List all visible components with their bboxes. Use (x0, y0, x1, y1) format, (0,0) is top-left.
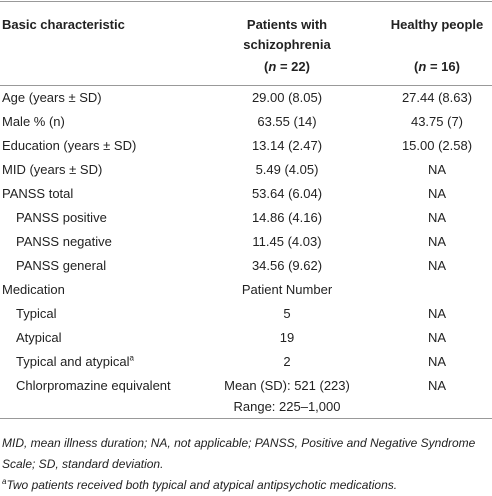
footnote-marker: a (129, 353, 134, 363)
table-row: Age (years ± SD) 29.00 (8.05) 27.44 (8.63) (0, 86, 492, 111)
row-label: PANSS general (0, 254, 192, 278)
footnotes: MID, mean illness duration; NA, not appl… (2, 433, 490, 496)
patients-cell: 14.86 (4.16) (251, 210, 323, 225)
healthy-cell: 43.75 (7) (410, 114, 464, 129)
patients-cell: 19 (279, 330, 295, 345)
header-text: Patients with (246, 17, 328, 32)
healthy-cell: 15.00 (2.58) (401, 138, 473, 153)
table-row: Chlorpromazine equivalent Mean (SD): 521 … (0, 374, 492, 398)
header-var: n (268, 59, 277, 74)
healthy-cell: NA (427, 258, 447, 273)
healthy-cell (382, 278, 492, 302)
row-label: Typical (0, 302, 192, 326)
patients-cell: 13.14 (2.47) (251, 138, 323, 153)
header-row: (n = 22) (n = 16) (0, 55, 492, 86)
row-label: PANSS positive (0, 206, 192, 230)
table-row: Male % (n) 63.55 (14) 43.75 (7) (0, 110, 492, 134)
patients-cell: 63.55 (14) (257, 114, 317, 129)
table: Basic characteristic Patients with schizo… (0, 1, 492, 419)
header-cell: Patients with schizophrenia (192, 1, 382, 55)
table-row: MID (years ± SD) 5.49 (4.05) NA (0, 158, 492, 182)
table-row: Typical and atypicala 2 NA (0, 350, 492, 374)
row-label: PANSS negative (0, 230, 192, 254)
label-text: Typical (16, 306, 57, 321)
table-row: PANSS general 34.56 (9.62) NA (0, 254, 492, 278)
healthy-cell (382, 398, 492, 419)
row-label: Typical and atypicala (0, 350, 192, 374)
table-row: PANSS positive 14.86 (4.16) NA (0, 206, 492, 230)
label-text: Typical and atypical (16, 354, 130, 369)
header-text: ( (264, 59, 269, 74)
patients-cell: 53.64 (6.04) (251, 186, 323, 201)
label-text: Atypical (16, 330, 62, 345)
row-label: Education (years ± SD) (0, 134, 192, 158)
healthy-cell: NA (427, 162, 447, 177)
label-text: Chlorpromazine equivalent (16, 378, 171, 393)
table-row: Range: 225–1,000 (0, 398, 492, 419)
healthy-cell: NA (427, 330, 447, 345)
header-cell: (n = 22) (192, 55, 382, 86)
row-label: Male % (n) (0, 110, 192, 134)
healthy-cell: NA (427, 186, 447, 201)
header-cell: (n = 16) (382, 55, 492, 86)
patients-cell: Patient Number (241, 282, 333, 297)
healthy-cell: NA (427, 378, 447, 393)
row-label: Chlorpromazine equivalent (0, 374, 192, 398)
label-text: Medication (2, 282, 65, 297)
row-label: Age (years ± SD) (0, 86, 192, 111)
header-text: = 16) (426, 59, 460, 74)
patients-cell: 29.00 (8.05) (251, 90, 323, 105)
header-text: = 22) (276, 59, 310, 74)
patients-cell: 5.49 (4.05) (255, 162, 319, 177)
row-label: MID (years ± SD) (0, 158, 192, 182)
row-label: PANSS total (0, 182, 192, 206)
table-row: Typical 5 NA (0, 302, 492, 326)
patients-cell: Mean (SD): 521 (223) (224, 378, 350, 393)
footnote-text: Two patients received both typical and a… (6, 478, 398, 492)
header-var: n (418, 59, 427, 74)
patients-cell: Range: 225–1,000 (192, 398, 382, 419)
healthy-cell: NA (427, 210, 447, 225)
footnote: MID, mean illness duration; NA, not appl… (2, 436, 476, 471)
label-text: MID (years ± SD) (2, 162, 103, 177)
table-header: Basic characteristic Patients with schizo… (0, 1, 492, 86)
healthy-cell: 27.44 (8.63) (401, 90, 473, 105)
label-text: PANSS positive (16, 210, 107, 225)
table-row: PANSS total 53.64 (6.04) NA (0, 182, 492, 206)
label-text: Male % (n) (2, 114, 65, 129)
row-label (0, 398, 192, 419)
table-row: Atypical 19 NA (0, 326, 492, 350)
patients-cell: 11.45 (4.03) (252, 234, 322, 249)
healthy-cell: NA (427, 306, 447, 321)
header-text: schizophrenia (243, 37, 331, 52)
header-cell (0, 55, 192, 86)
label-text: PANSS general (16, 258, 107, 273)
footnote: aTwo patients received both typical and … (2, 475, 490, 496)
healthy-cell: NA (427, 354, 447, 369)
header-cell: Healthy people (382, 1, 492, 55)
label-text: PANSS total (2, 186, 74, 201)
patients-cell: 34.56 (9.62) (251, 258, 323, 273)
table-body: Age (years ± SD) 29.00 (8.05) 27.44 (8.63)… (0, 86, 492, 419)
label-text: Education (years ± SD) (2, 138, 137, 153)
patients-cell: 5 (283, 306, 291, 321)
table-row: Medication Patient Number (0, 278, 492, 302)
patients-cell: 2 (283, 354, 291, 369)
label-text: PANSS negative (16, 234, 112, 249)
label-text: Age (years ± SD) (2, 90, 102, 105)
footnote-marker: a (2, 477, 7, 486)
table-row: Education (years ± SD) 13.14 (2.47) 15.00 … (0, 134, 492, 158)
header-text: ( (414, 59, 419, 74)
header-cell: Basic characteristic (0, 1, 192, 55)
healthy-cell: NA (427, 234, 447, 249)
header-row: Basic characteristic Patients with schizo… (0, 1, 492, 55)
table-row: PANSS negative 11.45 (4.03) NA (0, 230, 492, 254)
row-label: Atypical (0, 326, 192, 350)
row-label: Medication (0, 278, 192, 302)
